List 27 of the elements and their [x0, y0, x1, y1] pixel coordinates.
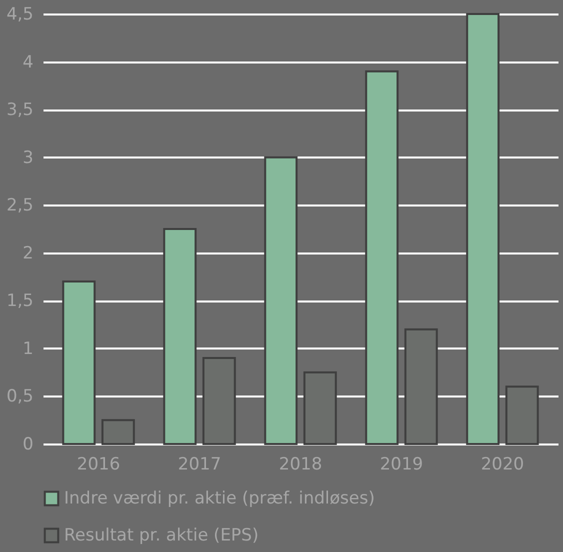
- x-tick-label: 2016: [76, 454, 120, 474]
- y-tick-label: 4: [22, 52, 34, 72]
- bar: [62, 280, 96, 445]
- legend-label: Indre værdi pr. aktie (præf. indløses): [64, 488, 375, 508]
- y-tick-label: 2: [22, 243, 34, 264]
- bar: [264, 156, 298, 445]
- y-tick-label: 1,5: [6, 291, 34, 312]
- x-tick-label: 2019: [380, 454, 424, 474]
- bar: [303, 371, 337, 445]
- bar: [101, 419, 135, 445]
- y-tick-label: 1: [22, 338, 34, 359]
- y-tick-label: 2,5: [6, 196, 34, 216]
- x-tick-label: 2018: [278, 454, 322, 474]
- bar: [505, 386, 539, 445]
- y-tick-label: 3: [22, 148, 34, 168]
- x-tick-label: 2020: [480, 454, 524, 474]
- bar: [365, 70, 399, 445]
- legend-label: Resultat pr. aktie (EPS): [64, 526, 259, 546]
- y-tick-label: 0,5: [6, 386, 34, 407]
- bar: [466, 13, 500, 445]
- y-tick-label: 4,5: [6, 4, 34, 24]
- x-tick-label: 2017: [178, 454, 222, 474]
- y-tick-label: 3,5: [6, 100, 34, 120]
- bar: [163, 228, 197, 445]
- bar: [202, 357, 236, 445]
- y-tick-label: 0: [22, 434, 34, 454]
- bar: [404, 328, 438, 445]
